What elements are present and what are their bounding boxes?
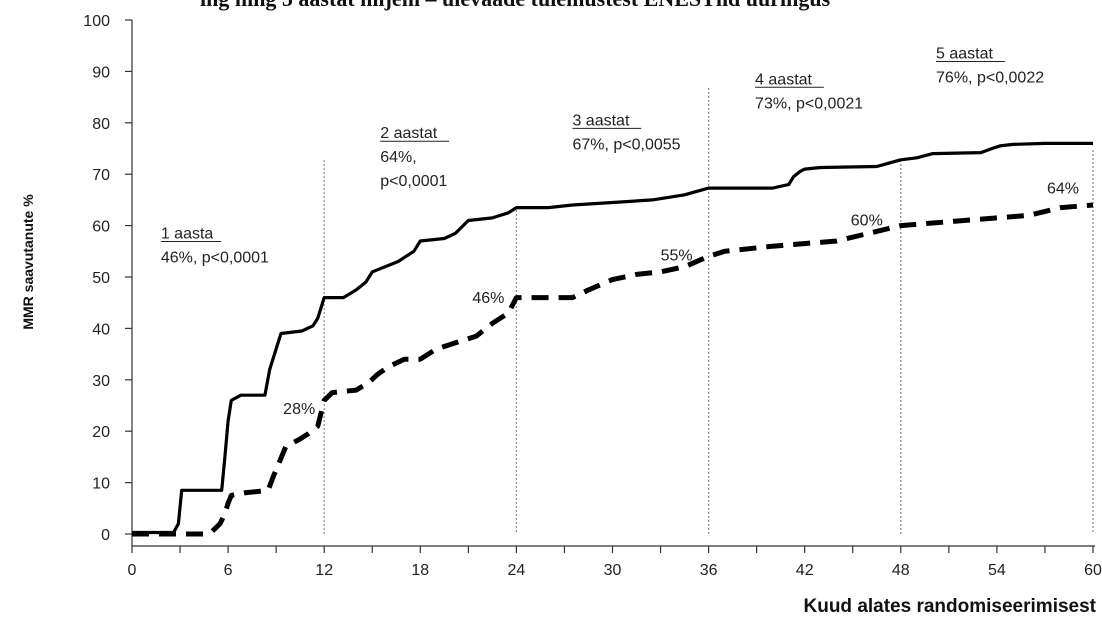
x-tick-label-42: 42 bbox=[796, 562, 814, 579]
x-tick-label-0: 0 bbox=[128, 562, 137, 579]
labels-layer: 28% 46% 55% 60% 64% 1 aasta 46%, p<0,0001 2 aas… bbox=[160, 46, 1079, 418]
reference-lines bbox=[323, 88, 1094, 534]
x-tick-label-36: 36 bbox=[700, 562, 718, 579]
y-tick-label-90: 90 bbox=[92, 64, 110, 81]
y-tick-label-40: 40 bbox=[92, 321, 110, 338]
y-tick-label-50: 50 bbox=[92, 270, 110, 287]
x-tick-label-12: 12 bbox=[315, 562, 333, 579]
y-tick-label-80: 80 bbox=[92, 116, 110, 133]
annotation-value-1-1: 46%, p<0,0001 bbox=[161, 249, 269, 266]
clipped-title: ing ning 5 aastat hiljem – ülevaade tule… bbox=[200, 0, 960, 12]
annotation-header-1: 1 aasta bbox=[161, 225, 214, 242]
y-tick-label-70: 70 bbox=[92, 167, 110, 184]
annotation-header-5: 5 aastat bbox=[936, 46, 993, 63]
y-tick-label-0: 0 bbox=[101, 527, 110, 544]
solid-series-line bbox=[132, 141, 1093, 535]
x-tick-label-30: 30 bbox=[604, 562, 622, 579]
x-tick-label-24: 24 bbox=[508, 562, 526, 579]
y-tick-label-10: 10 bbox=[92, 476, 110, 493]
dashed-point-label-48: 60% bbox=[851, 212, 883, 229]
annotation-value-2-1: 64%, bbox=[380, 149, 416, 166]
y-tick-label-100: 100 bbox=[83, 13, 110, 30]
y-axis-label: MMR saavutanute % bbox=[20, 194, 36, 330]
x-tick-label-48: 48 bbox=[892, 562, 910, 579]
x-tick-label-18: 18 bbox=[411, 562, 429, 579]
y-tick-label-20: 20 bbox=[92, 424, 110, 441]
dashed-series-line bbox=[132, 202, 1094, 537]
annotation-value-2-2: p<0,0001 bbox=[380, 173, 447, 190]
x-tick-label-6: 6 bbox=[224, 562, 233, 579]
dashed-point-label-36: 55% bbox=[661, 248, 693, 265]
annotation-header-4: 4 aastat bbox=[755, 71, 812, 88]
dashed-point-label-24: 46% bbox=[472, 290, 504, 307]
dashed-point-label-60: 64% bbox=[1047, 181, 1079, 198]
annotation-value-4-1: 73%, p<0,0021 bbox=[755, 95, 863, 112]
annotation-value-5-1: 76%, p<0,0022 bbox=[936, 70, 1044, 87]
x-tick-label-54: 54 bbox=[988, 562, 1006, 579]
annotation-value-3-1: 67%, p<0,0055 bbox=[572, 136, 680, 153]
dashed-point-label-12: 28% bbox=[283, 401, 315, 418]
axes: 0 10 20 30 40 50 60 70 80 90 100 0 6 12 18 24 30 36 42 48 54… bbox=[83, 13, 1102, 579]
y-tick-label-60: 60 bbox=[92, 219, 110, 236]
annotation-header-3: 3 aastat bbox=[572, 112, 629, 129]
annotation-header-2: 2 aastat bbox=[380, 125, 437, 142]
x-tick-label-60: 60 bbox=[1084, 562, 1102, 579]
series-layer bbox=[132, 141, 1094, 537]
y-tick-label-30: 30 bbox=[92, 373, 110, 390]
x-axis-label: Kuud alates randomiseerimisest bbox=[804, 596, 1097, 617]
